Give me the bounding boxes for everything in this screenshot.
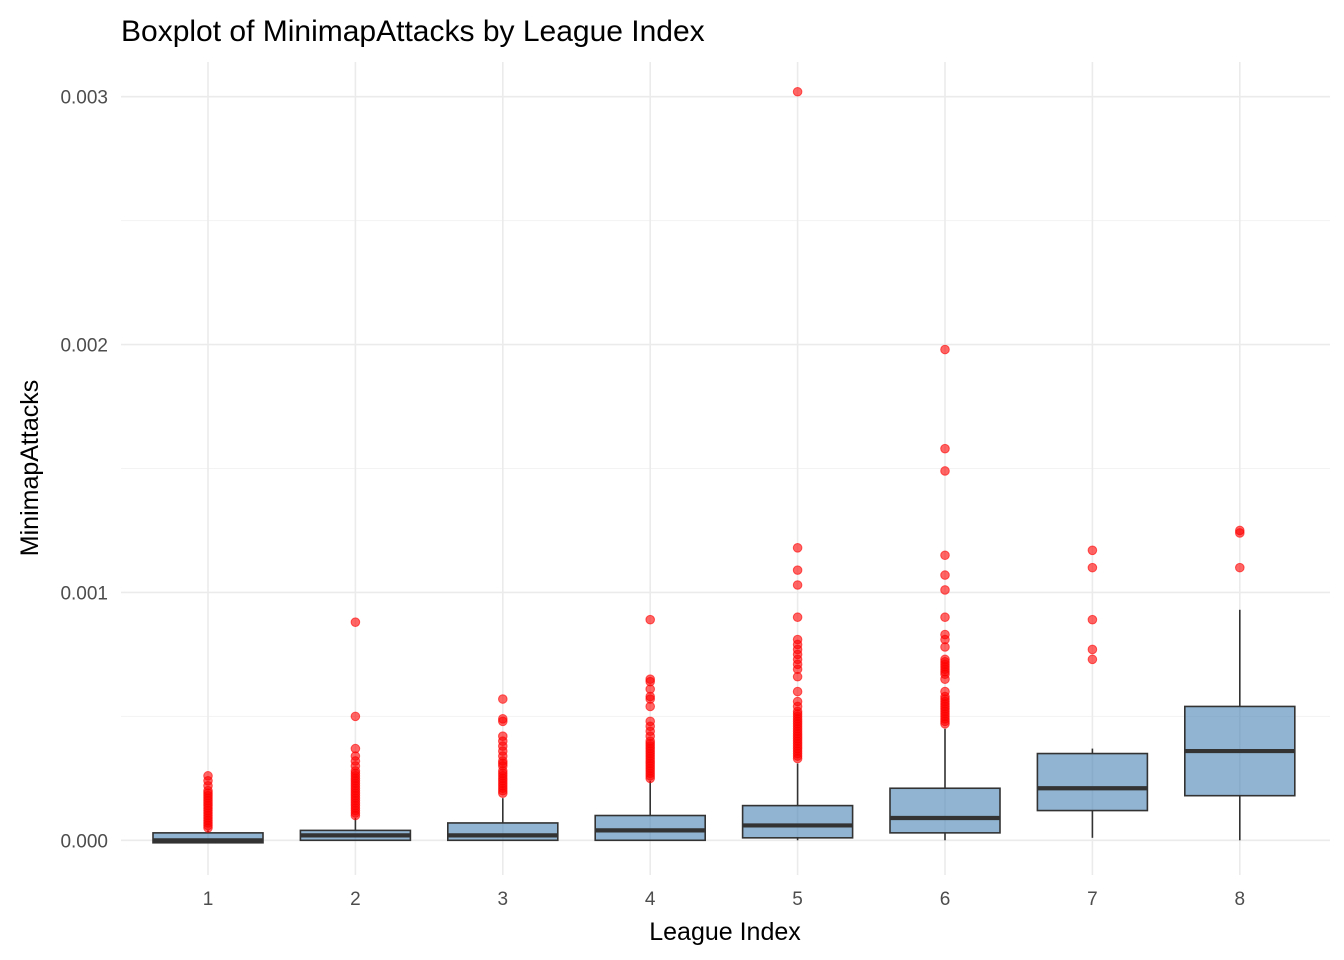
outlier-point bbox=[940, 585, 950, 595]
outlier-point bbox=[1087, 545, 1098, 556]
box-group-league-4 bbox=[594, 614, 707, 842]
outlier-point bbox=[940, 550, 950, 561]
outlier-point bbox=[1087, 614, 1098, 625]
outlier-point bbox=[498, 714, 508, 724]
outlier-point bbox=[350, 743, 361, 754]
outlier-point bbox=[792, 696, 803, 707]
y-axis-title: MinimapAttacks bbox=[16, 380, 44, 556]
outlier-point bbox=[498, 694, 508, 704]
box-group-league-5 bbox=[741, 86, 854, 841]
box-iqr bbox=[152, 832, 264, 844]
outlier-point bbox=[940, 466, 950, 476]
x-tick-label: 5 bbox=[792, 889, 803, 910]
y-tick-label: 0.000 bbox=[60, 831, 108, 852]
outlier-point bbox=[1235, 562, 1245, 573]
box-group-league-7 bbox=[1036, 545, 1149, 838]
outlier-point bbox=[1087, 562, 1098, 573]
outlier-point bbox=[940, 344, 950, 355]
box-iqr bbox=[594, 814, 707, 842]
outlier-point bbox=[645, 614, 656, 625]
outlier-point bbox=[792, 580, 803, 590]
outlier-point bbox=[940, 654, 950, 665]
x-tick-label: 7 bbox=[1087, 889, 1098, 910]
outlier-point bbox=[350, 711, 361, 722]
outlier-point bbox=[203, 771, 213, 781]
outlier-point bbox=[940, 443, 950, 454]
y-tick-label: 0.002 bbox=[60, 336, 108, 357]
outlier-point bbox=[350, 617, 361, 627]
box-iqr bbox=[446, 822, 559, 842]
box-iqr bbox=[889, 787, 1001, 834]
outlier-point bbox=[1235, 525, 1245, 536]
grid-lines bbox=[121, 62, 1330, 875]
outlier-point bbox=[1087, 644, 1098, 655]
x-tick-label: 3 bbox=[498, 889, 509, 910]
outlier-point bbox=[792, 86, 803, 97]
x-tick-label: 4 bbox=[645, 889, 656, 910]
outlier-point bbox=[792, 543, 803, 553]
box-group-league-1 bbox=[152, 771, 264, 844]
outlier-point bbox=[940, 570, 950, 580]
x-tick-label: 6 bbox=[940, 889, 951, 910]
box-iqr bbox=[1036, 752, 1149, 812]
outlier-point bbox=[792, 686, 803, 697]
outlier-point bbox=[792, 565, 803, 575]
boxplot-series bbox=[152, 86, 1296, 844]
y-tick-label: 0.003 bbox=[60, 88, 108, 109]
outlier-point bbox=[940, 612, 950, 623]
y-axis-ticks: 0.000 0.001 0.002 0.003 bbox=[60, 88, 108, 853]
box-iqr bbox=[741, 804, 854, 839]
outlier-point bbox=[940, 686, 950, 697]
outlier-point bbox=[940, 629, 950, 640]
outlier-point bbox=[645, 716, 656, 727]
outlier-point bbox=[498, 731, 508, 741]
outlier-point bbox=[1087, 654, 1098, 665]
y-tick-label: 0.001 bbox=[60, 583, 108, 604]
chart-title: Boxplot of MinimapAttacks by League Inde… bbox=[121, 15, 705, 48]
box-group-league-3 bbox=[446, 694, 559, 842]
x-axis-title: League Index bbox=[649, 918, 801, 946]
box-group-league-2 bbox=[299, 617, 412, 842]
x-tick-label: 2 bbox=[350, 889, 361, 910]
x-axis-ticks: 1 2 3 4 5 6 7 8 bbox=[203, 889, 1245, 910]
outlier-point bbox=[792, 612, 803, 623]
outlier-point bbox=[792, 634, 803, 645]
x-tick-label: 8 bbox=[1235, 889, 1246, 910]
x-tick-label: 1 bbox=[203, 889, 214, 910]
box-group-league-8 bbox=[1184, 525, 1296, 841]
outlier-point bbox=[645, 674, 656, 684]
box-group-league-6 bbox=[889, 344, 1001, 841]
